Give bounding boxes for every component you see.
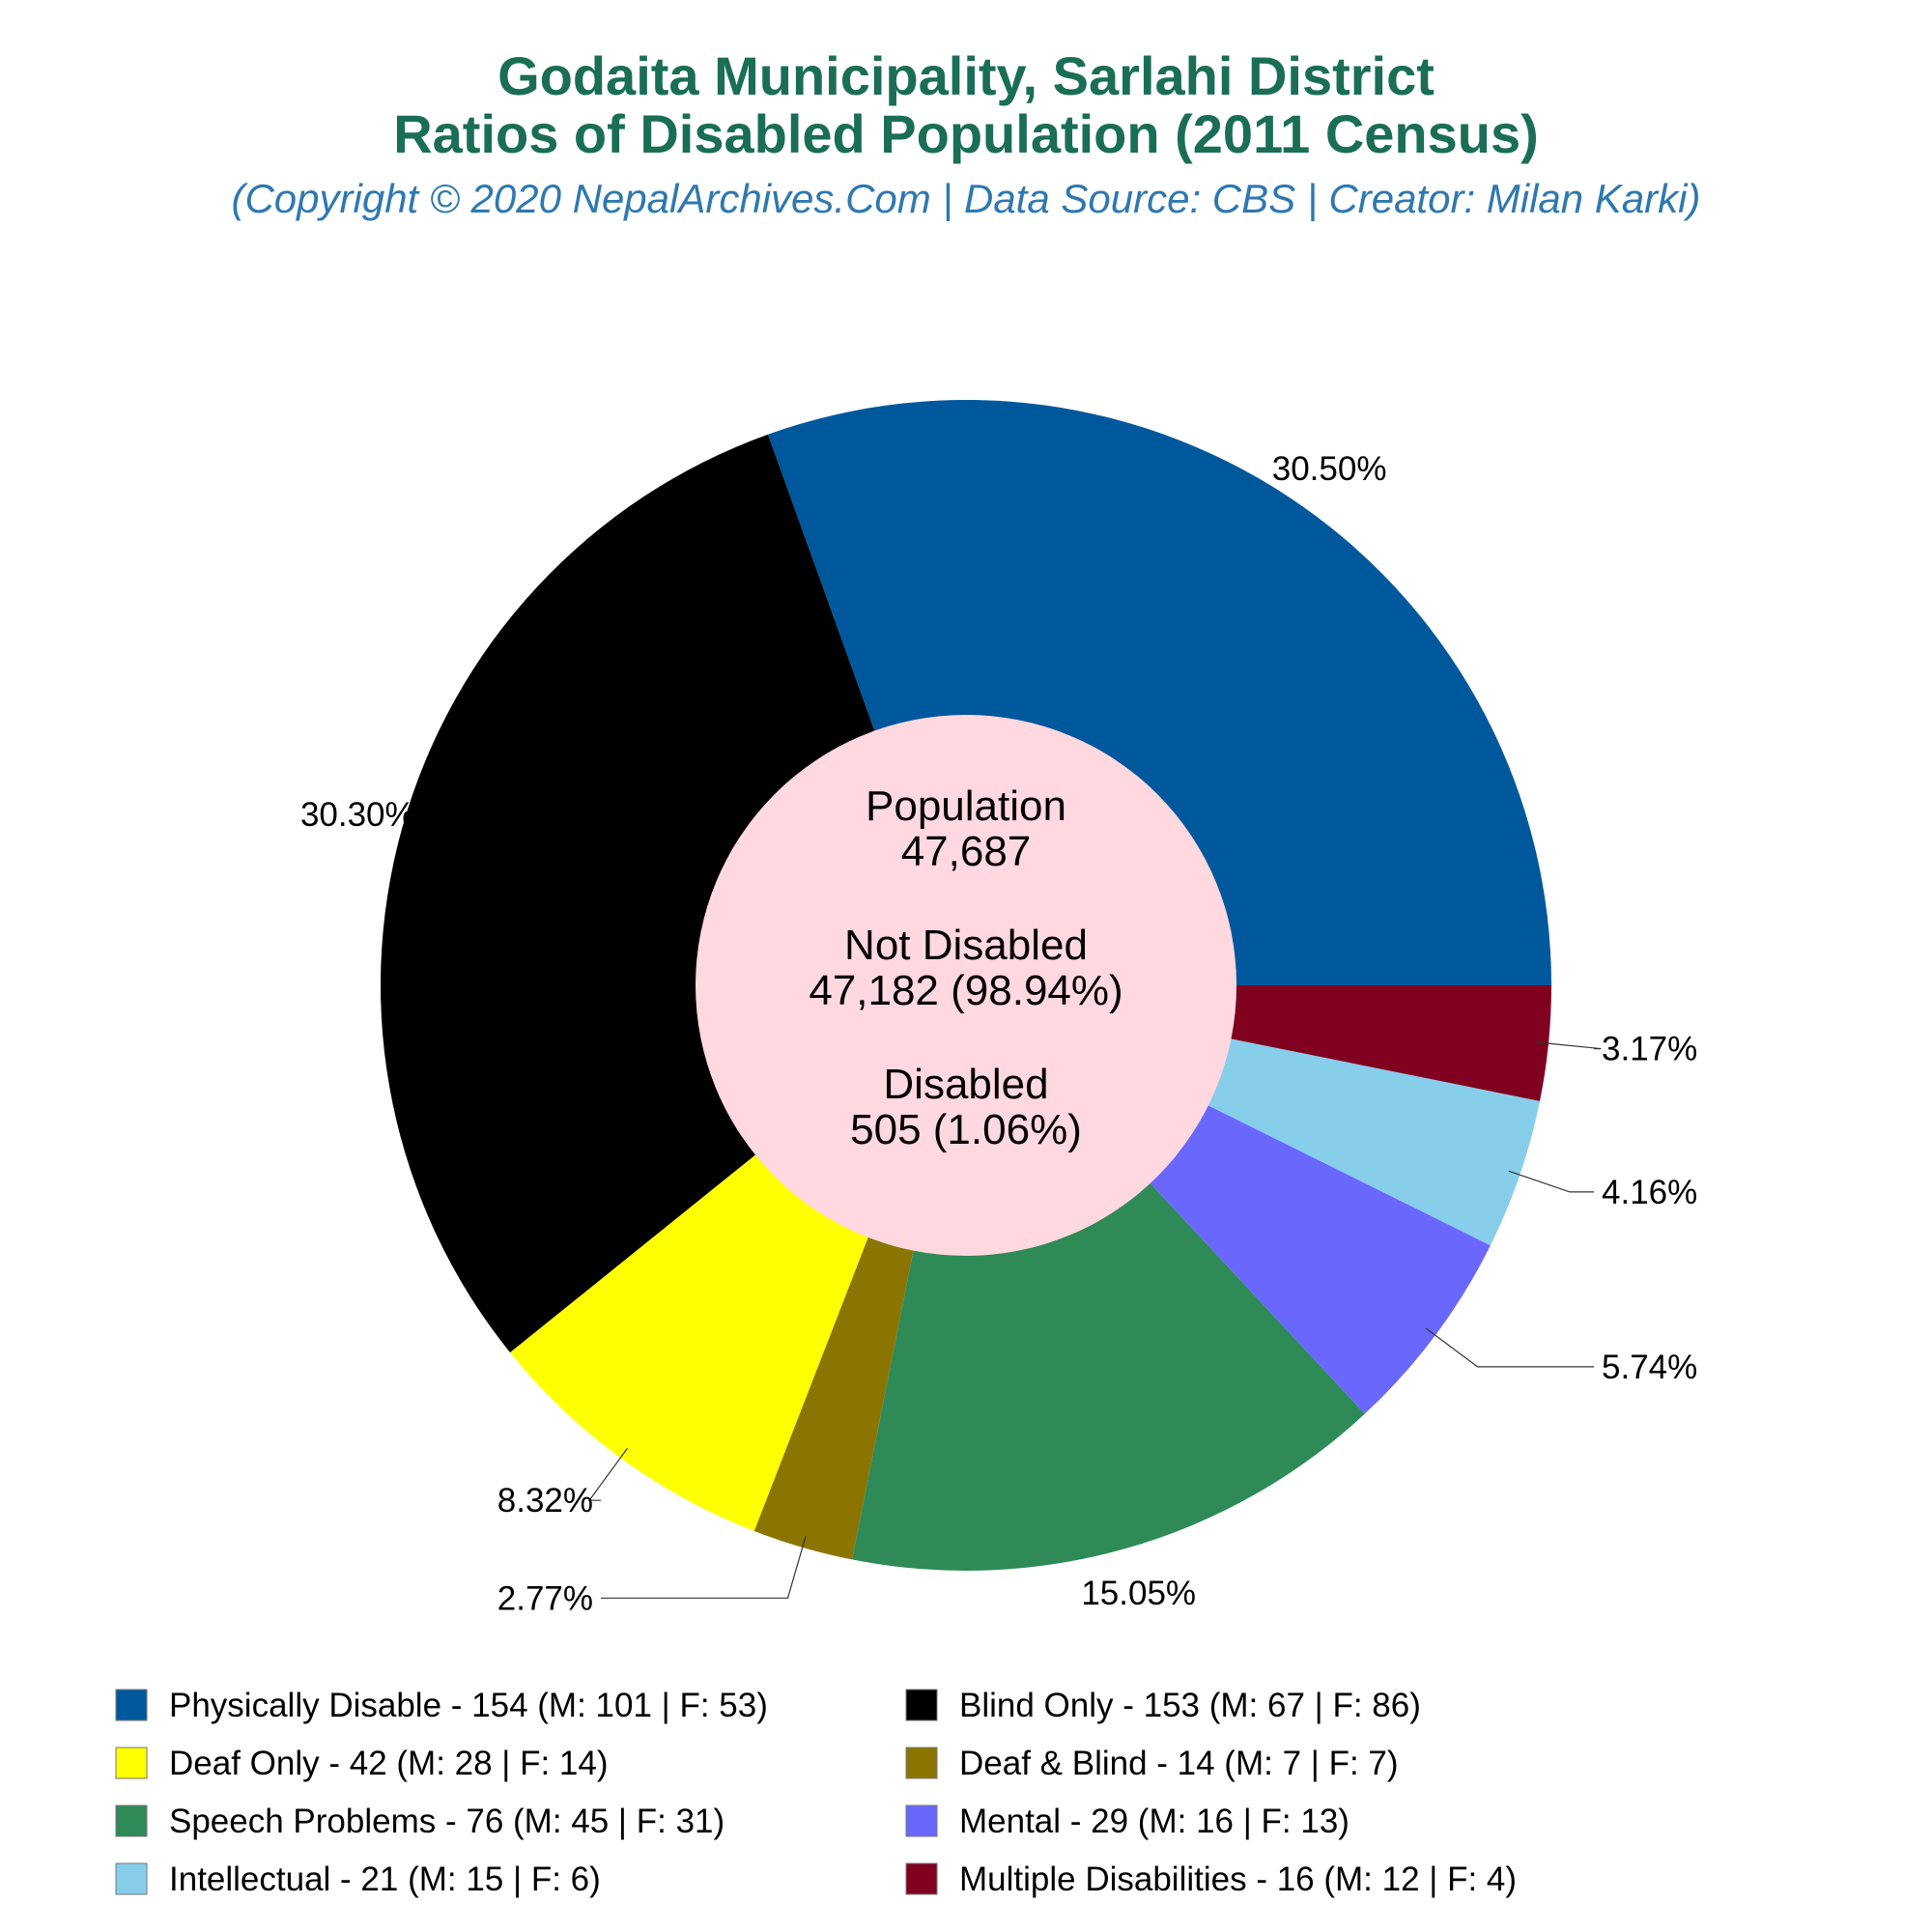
- label-leader-line: [1508, 1170, 1594, 1193]
- legend-label: Deaf & Blind - 14 (M: 7 | F: 7): [959, 1745, 1399, 1782]
- pie-slice: [380, 434, 966, 1353]
- legend-label: Physically Disable - 154 (M: 101 | F: 53…: [169, 1687, 768, 1724]
- legend-swatch: [115, 1689, 148, 1721]
- legend-swatch: [905, 1747, 938, 1779]
- legend-label: Intellectual - 21 (M: 15 | F: 6): [169, 1861, 601, 1898]
- percent-label: 8.32%: [497, 1482, 593, 1520]
- center-not-disabled-value: 47,182 (98.94%): [809, 967, 1122, 1014]
- center-population-label: Population: [866, 782, 1066, 830]
- legend-label: Speech Problems - 76 (M: 45 | F: 31): [169, 1803, 724, 1840]
- center-not-disabled-label: Not Disabled: [844, 922, 1088, 969]
- legend-swatch: [115, 1747, 148, 1779]
- percent-label: 30.50%: [1272, 450, 1387, 488]
- legend-swatch: [905, 1689, 938, 1721]
- legend: Physically Disable - 154 (M: 101 | F: 53…: [115, 1687, 1517, 1898]
- percent-label: 2.77%: [497, 1579, 593, 1617]
- legend-swatch: [115, 1804, 148, 1837]
- label-leader-line: [1536, 1041, 1602, 1050]
- chart-title-line2: Ratios of Disabled Population (2011 Cens…: [393, 103, 1539, 164]
- legend-label: Mental - 29 (M: 16 | F: 13): [959, 1803, 1350, 1840]
- legend-swatch: [905, 1862, 938, 1895]
- center-circle: [696, 715, 1236, 1256]
- percent-label: 15.05%: [1081, 1575, 1196, 1612]
- percent-label: 3.17%: [1602, 1031, 1697, 1068]
- percent-label: 30.30%: [300, 796, 415, 834]
- legend-label: Multiple Disabilities - 16 (M: 12 | F: 4…: [959, 1861, 1517, 1898]
- percent-label: 5.74%: [1602, 1349, 1697, 1386]
- label-leader-line: [1425, 1327, 1594, 1368]
- label-leader-lines: [587, 1041, 1602, 1599]
- center-disabled-value: 505 (1.06%): [850, 1106, 1082, 1153]
- label-leader-line: [601, 1536, 807, 1599]
- legend-swatch: [905, 1804, 938, 1837]
- legend-label: Deaf Only - 42 (M: 28 | F: 14): [169, 1745, 609, 1782]
- chart-title-line1: Godaita Municipality, Sarlahi District: [497, 45, 1435, 106]
- label-leader-line: [587, 1448, 628, 1501]
- percent-label: 4.16%: [1602, 1174, 1697, 1211]
- legend-label: Blind Only - 153 (M: 67 | F: 86): [959, 1687, 1421, 1724]
- chart-subtitle: (Copyright © 2020 NepalArchives.Com | Da…: [231, 176, 1700, 222]
- center-disabled-label: Disabled: [883, 1061, 1048, 1108]
- legend-swatch: [115, 1862, 148, 1895]
- percent-labels: 30.50% 30.30% 8.32% 2.77% 15.05% 5.74% 4.16% 3.…: [300, 450, 1697, 1617]
- center-population-value: 47,687: [901, 828, 1032, 875]
